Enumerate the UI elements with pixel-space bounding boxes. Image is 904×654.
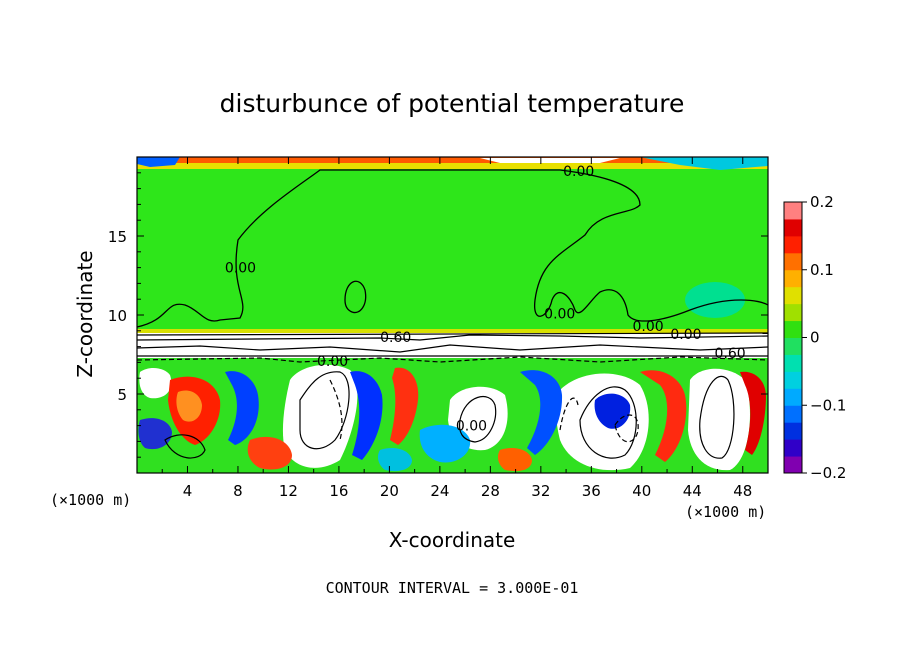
x-tick-label: 36: [582, 482, 601, 500]
top-band-blue-left: [137, 157, 180, 167]
transition-contours: [137, 332, 768, 363]
plot-area: 0.00 0.00 0.00 0.00 0.00 0.60 0.00 0.60 0.00: [137, 157, 768, 473]
upper-field: [137, 157, 768, 332]
contour-label: 0.00: [563, 164, 594, 180]
x-axis: 4 8 12 16 20 24 28 32 36 40 44 48: [161, 157, 752, 500]
transition-band-yellow: [137, 329, 768, 333]
turbulence-blob: [688, 368, 750, 471]
contour-upper-blob: [344, 280, 367, 314]
turbulence-blob: [350, 371, 383, 460]
turbulence-blobs: [138, 364, 766, 472]
colorbar-segment: [784, 422, 802, 440]
colorbar-segment: [784, 456, 802, 474]
x-tick-label: 16: [329, 482, 348, 500]
x-tick-label: 24: [430, 482, 449, 500]
colorbar: 0.2 0.1 0 −0.1 −0.2: [783, 193, 846, 482]
contour-label: 0.60: [715, 346, 746, 362]
x-unit-label: (×1000 m): [50, 491, 131, 509]
contour-label: 0.00: [633, 319, 664, 335]
x-tick-label: 8: [233, 482, 243, 500]
colorbar-segment: [784, 337, 802, 355]
turbulence-blob: [176, 390, 202, 422]
top-band-mid: [137, 163, 768, 169]
turbulence-blob: [377, 448, 412, 472]
x-axis-label: X-coordinate: [389, 528, 516, 552]
x-tick-label: 28: [481, 482, 500, 500]
y-tick-label: 10: [108, 307, 127, 325]
turbulence-blob: [390, 367, 419, 445]
colorbar-segment: [784, 388, 802, 406]
contour-interval-footer: CONTOUR INTERVAL = 3.000E-01: [326, 579, 579, 597]
contour-label: 0.00: [225, 261, 256, 277]
top-band-white: [480, 158, 620, 163]
colorbar-tick-label: 0.1: [810, 261, 834, 279]
turbulence-blob: [139, 368, 172, 399]
turbulence-blob: [225, 371, 259, 445]
colorbar-segment: [784, 303, 802, 322]
y-axis-label: Z-coordinate: [73, 250, 97, 377]
turbulence-blob: [640, 370, 687, 462]
colorbar-segment: [784, 286, 802, 305]
x-tick-label: 44: [683, 482, 702, 500]
turbulence-blob: [740, 371, 766, 455]
upper-cyan-patch: [685, 282, 745, 318]
turbulence-blob: [497, 448, 532, 472]
colorbar-segment: [784, 252, 802, 271]
contour-label: 0.00: [317, 354, 348, 370]
colorbar-segment: [784, 354, 802, 372]
contour-label: 0.60: [380, 330, 411, 346]
lower-contours: [164, 371, 735, 459]
turbulence-blob: [520, 370, 563, 455]
turbulence-blob: [138, 418, 172, 450]
x-tick-label: 32: [531, 482, 550, 500]
turbulence-blob: [419, 424, 471, 463]
contour-labels: 0.00 0.00 0.00 0.00 0.00 0.60 0.00 0.60 0.00: [225, 164, 746, 434]
contour-upper-main: [137, 169, 768, 328]
colorbar-segment: [784, 218, 802, 237]
y-axis: 5 10 15: [108, 172, 768, 458]
turbulence-blob: [282, 364, 358, 468]
x-tick-label: 20: [380, 482, 399, 500]
contour-label: 0.00: [544, 306, 575, 322]
colorbar-segment: [784, 269, 802, 288]
y-tick-label: 15: [108, 228, 127, 246]
colorbar-segment: [784, 371, 802, 389]
x-unit-label-right: (×1000 m): [685, 503, 766, 521]
x-tick-label: 48: [733, 482, 752, 500]
y-tick-label: 5: [117, 386, 127, 404]
turbulence-blob: [247, 436, 292, 470]
colorbar-segment: [784, 439, 802, 457]
colorbar-tick-label: −0.1: [810, 396, 846, 414]
colorbar-tick-label: −0.2: [810, 464, 846, 482]
contour-label: 0.00: [670, 327, 701, 343]
x-tick-label: 12: [279, 482, 298, 500]
turbulence-blob: [594, 393, 631, 429]
contour-label: 0.00: [456, 419, 487, 435]
colorbar-tick-label: 0: [810, 329, 820, 347]
colorbar-segment: [784, 235, 802, 254]
colorbar-segment: [784, 202, 802, 220]
colorbar-tick-label: 0.2: [810, 193, 834, 211]
colorbar-segment: [784, 320, 802, 338]
top-band-blue-right: [640, 157, 768, 170]
colorbar-segment: [784, 405, 802, 423]
top-band: [137, 157, 768, 163]
chart-title: disturbunce of potential temperature: [220, 89, 685, 118]
x-tick-label: 40: [632, 482, 651, 500]
x-tick-label: 4: [183, 482, 193, 500]
